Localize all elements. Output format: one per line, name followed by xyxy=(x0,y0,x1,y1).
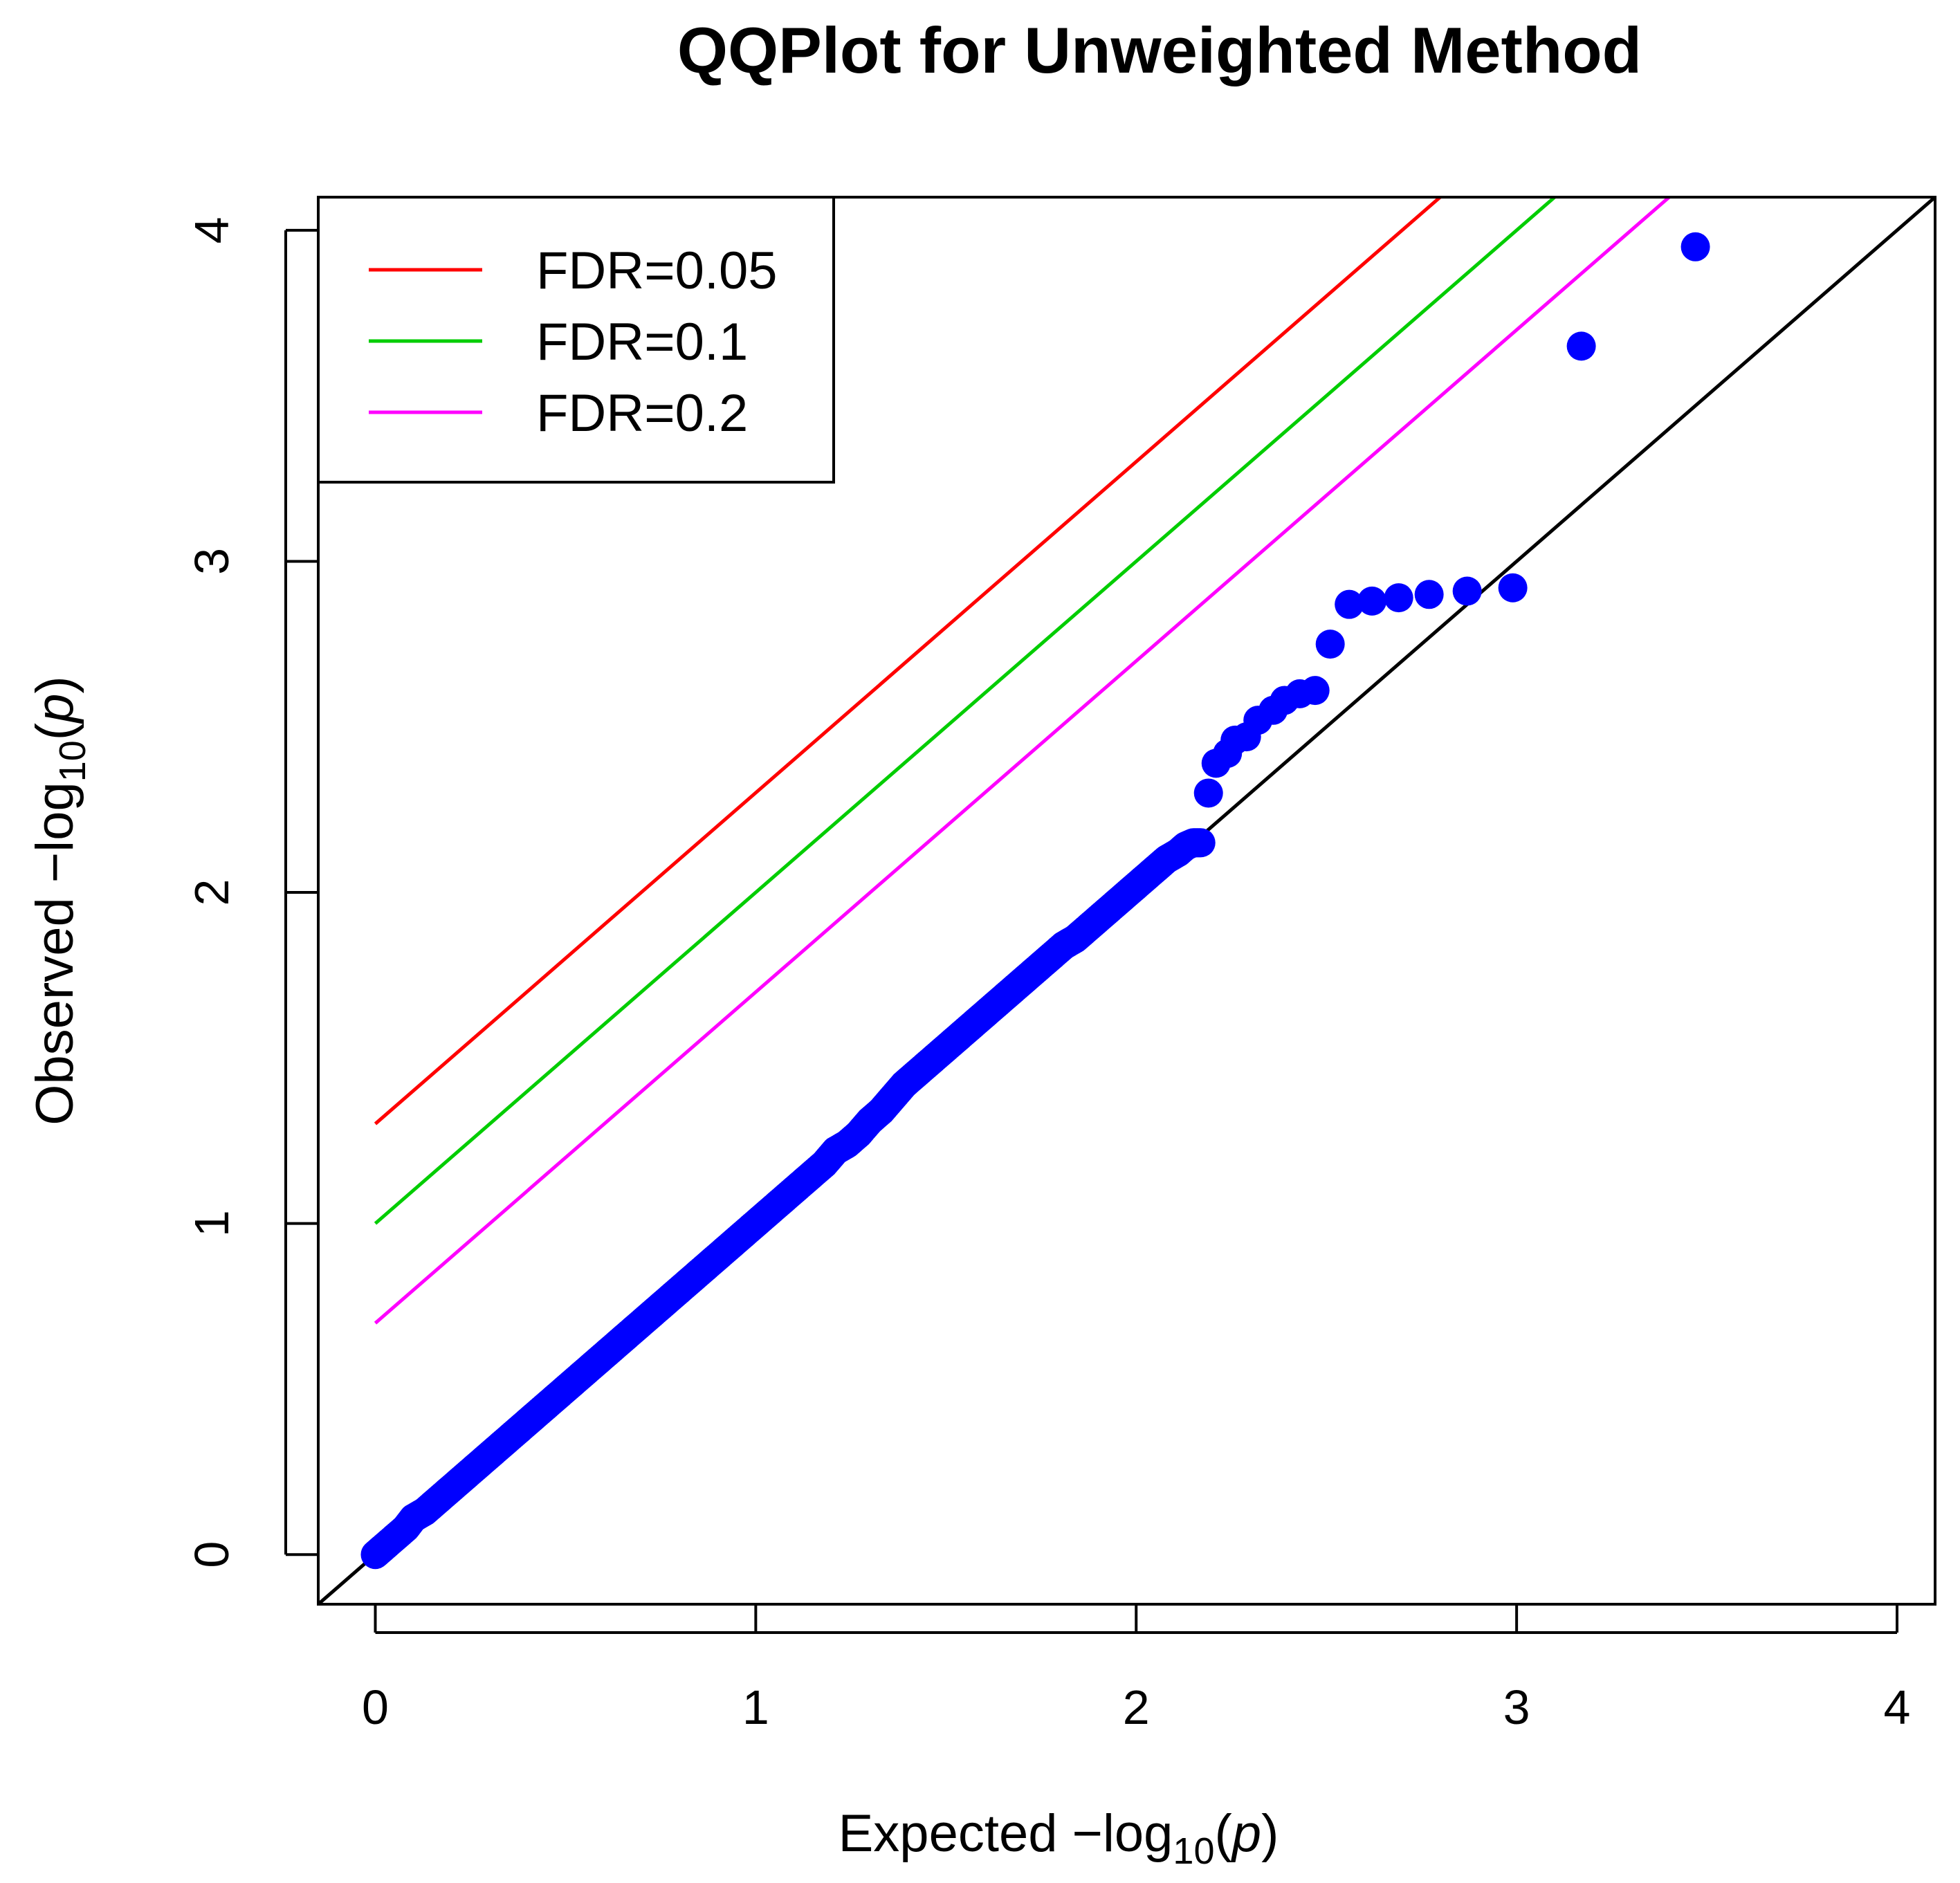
x-axis-label: Expected −log10(p) xyxy=(839,1804,1279,1872)
x-axis-label-open: ( xyxy=(1214,1804,1231,1863)
plot-area xyxy=(318,197,1935,1604)
x-axis-label-subscript: 10 xyxy=(1173,1830,1214,1872)
x-tick-label: 4 xyxy=(1884,1680,1911,1734)
x-tick-label: 0 xyxy=(362,1680,389,1734)
y-tick-label: 3 xyxy=(185,548,239,575)
y-axis-label-subscript: 10 xyxy=(52,740,93,782)
x-tick-label: 2 xyxy=(1123,1680,1150,1734)
data-point-top xyxy=(1201,748,1231,778)
fdr-lines xyxy=(374,197,1672,1325)
legend-label-fdr-01: FDR=0.1 xyxy=(536,313,748,371)
data-point-top xyxy=(1357,586,1387,616)
data-point-top xyxy=(1335,589,1364,619)
y-axis-label-close: ) xyxy=(26,676,84,693)
legend-label-fdr-005: FDR=0.05 xyxy=(536,241,778,300)
y-axis-label-prefix: Observed −log xyxy=(26,782,84,1125)
legend: FDR=0.05 FDR=0.1 FDR=0.2 xyxy=(317,196,835,484)
fdr-line-0 xyxy=(374,197,1443,1126)
data-point-top xyxy=(1384,583,1413,613)
data-point-top xyxy=(1193,778,1223,808)
chart-title: QQPlot for Unweighted Method xyxy=(677,14,1642,86)
data-point-top xyxy=(1680,232,1710,261)
y-tick-label: 4 xyxy=(185,217,239,244)
fdr-line-1 xyxy=(374,197,1557,1225)
x-axis-label-close: ) xyxy=(1261,1804,1279,1863)
y-axis-label-open: ( xyxy=(26,723,84,740)
plot-frame xyxy=(317,196,1936,1606)
data-point-top xyxy=(1414,580,1444,609)
y-axis: 0 1 2 3 4 xyxy=(185,217,318,1568)
y-tick-label: 0 xyxy=(185,1541,239,1568)
x-axis: 0 1 2 3 4 xyxy=(362,1604,1910,1734)
x-axis-label-prefix: Expected −log xyxy=(839,1804,1173,1863)
data-point-top xyxy=(1566,331,1596,361)
y-axis-label-var: p xyxy=(26,694,84,724)
data-point-top xyxy=(1452,576,1482,606)
x-tick-label: 1 xyxy=(742,1680,769,1734)
data-points xyxy=(360,232,1710,1570)
data-point-top xyxy=(1498,573,1528,603)
legend-label-fdr-02: FDR=0.2 xyxy=(536,384,748,443)
fdr-line-2 xyxy=(374,197,1672,1325)
y-tick-label: 2 xyxy=(185,879,239,906)
data-point xyxy=(1186,828,1216,858)
data-point-top xyxy=(1315,630,1345,659)
x-tick-label: 3 xyxy=(1503,1680,1530,1734)
y-axis-label: Observed −log10(p) xyxy=(26,676,93,1125)
x-axis-label-var: p xyxy=(1231,1804,1261,1863)
y-tick-label: 1 xyxy=(185,1210,239,1237)
